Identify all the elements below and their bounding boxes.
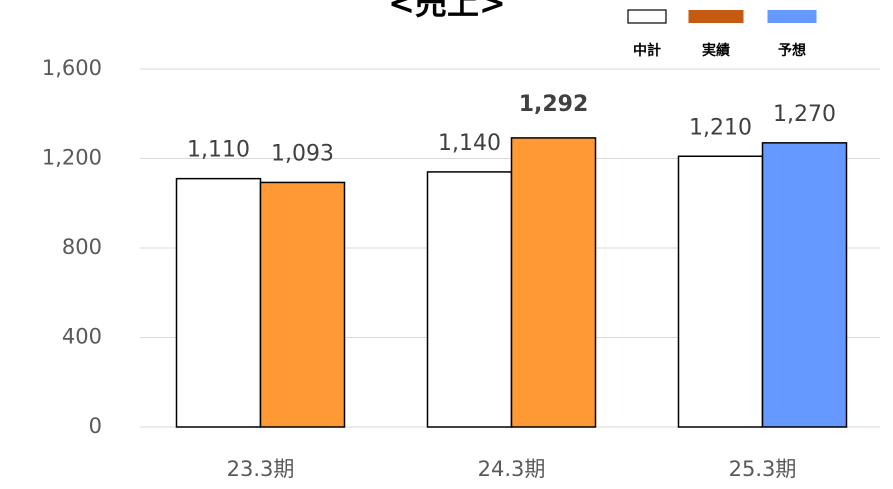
bar (761, 142, 848, 428)
legend-label: 予想 (778, 42, 806, 59)
value-label: 1,093 (271, 141, 334, 166)
legend-swatch (767, 10, 817, 23)
legend-label: 中計 (633, 42, 661, 59)
y-tick-label: 0 (89, 414, 102, 438)
legend-label: 実績 (702, 42, 730, 59)
x-tick-label: 24.3期 (478, 457, 546, 481)
legend-swatch (627, 9, 667, 24)
bar (426, 171, 513, 428)
value-label: 1,270 (773, 102, 836, 127)
x-tick-label: 23.3期 (227, 457, 295, 481)
x-tick-label: 25.3期 (729, 457, 797, 481)
bar (259, 181, 346, 428)
legend-swatch (688, 10, 744, 23)
value-label: 1,140 (438, 131, 501, 156)
value-label: 1,210 (689, 115, 752, 140)
y-tick-label: 1,200 (42, 146, 102, 170)
chart-title: <売上> (388, 0, 506, 22)
y-tick-label: 1,600 (42, 56, 102, 80)
value-label: 1,110 (187, 138, 250, 163)
bar (677, 155, 764, 428)
y-tick-label: 800 (62, 235, 102, 259)
y-tick-label: 400 (62, 325, 102, 349)
value-label: 1,292 (519, 92, 589, 117)
bar (175, 177, 262, 428)
bar (510, 137, 597, 428)
